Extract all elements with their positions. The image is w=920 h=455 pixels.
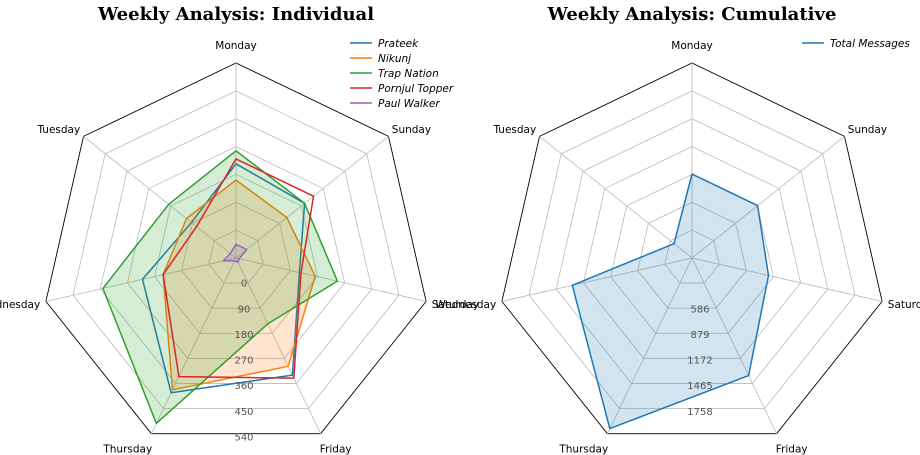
radar-spoke	[235, 257, 427, 302]
series-pornjul-topper	[162, 158, 315, 379]
category-label-friday: Friday	[776, 444, 808, 455]
category-labels: Monday Sunday Saturday Friday Thursday Wednes…	[435, 40, 920, 455]
category-label-saturday: Saturday	[432, 299, 479, 311]
radar-spoke	[45, 257, 237, 302]
category-label-friday: Friday	[320, 444, 352, 455]
category-label-sunday: Sunday	[848, 124, 887, 136]
tick-label: 879	[690, 330, 709, 341]
legend-label: Trap Nation	[378, 68, 439, 80]
series-layer	[102, 150, 339, 425]
radar-spoke	[235, 257, 322, 434]
radar-spokes	[501, 63, 883, 434]
tick-label: 540	[234, 432, 253, 443]
radar-grid-ring	[637, 201, 747, 309]
series-layer	[571, 173, 770, 430]
category-label-tuesday: Tuesday	[36, 124, 80, 136]
category-label-saturday: Saturday	[888, 299, 920, 311]
radar-spoke	[235, 136, 389, 259]
radar-chart-individual: Weekly Analysis: Individual 0 90 180 270 360…	[0, 4, 479, 455]
category-label-wednesday: Wednesday	[0, 299, 40, 311]
legend-label: Prateek	[378, 38, 419, 50]
series-paul-walker	[222, 243, 248, 264]
chart-title: Weekly Analysis: Cumulative	[547, 4, 837, 25]
radar-spoke	[606, 257, 693, 434]
category-labels: Monday Sunday Saturday Friday Thursday Wednes…	[0, 40, 479, 455]
tick-label: 1465	[687, 381, 712, 392]
category-label-tuesday: Tuesday	[492, 124, 536, 136]
legend-label: Nikunj	[378, 53, 411, 65]
tick-label: 270	[234, 356, 253, 367]
category-label-monday: Monday	[671, 40, 712, 52]
radar-grid-ring	[181, 201, 291, 309]
series-nikunj	[162, 179, 316, 391]
legend-label: Total Messages	[830, 38, 910, 50]
series-total-messages	[571, 173, 770, 430]
radar-grid-ring	[208, 229, 264, 284]
radial-tick-labels: 586 879 1172 1465 1758	[687, 304, 712, 418]
series-trap-nation	[102, 150, 339, 425]
tick-label: 1172	[687, 356, 712, 367]
radar-grid-ring	[72, 90, 400, 410]
category-label-thursday: Thursday	[102, 444, 152, 455]
radial-tick-labels: 0 90 180 270 360 450 540	[234, 279, 253, 444]
radar-grid-ring	[582, 146, 802, 359]
radar-spokes	[45, 63, 427, 434]
radar-spoke	[83, 136, 237, 259]
category-label-wednesday: Wednesday	[435, 299, 496, 311]
radar-spoke	[150, 257, 237, 434]
tick-label: 90	[238, 304, 251, 315]
radar-spoke	[691, 257, 778, 434]
radar-spoke	[691, 136, 845, 259]
radar-chart-cumulative: Weekly Analysis: Cumulative 586 879 1172 14…	[435, 4, 920, 455]
radar-spoke	[539, 136, 693, 259]
radar-outer-frame	[501, 62, 883, 435]
legend-label: Pornjul Topper	[378, 83, 454, 95]
legend-label: Paul Walker	[378, 98, 440, 110]
radar-grid-ring	[664, 229, 720, 284]
radar-spoke	[501, 257, 693, 302]
category-label-thursday: Thursday	[558, 444, 608, 455]
chart-title: Weekly Analysis: Individual	[97, 4, 374, 25]
radar-grid-ring	[126, 146, 346, 359]
series-prateek	[141, 163, 306, 394]
tick-label: 180	[234, 330, 253, 341]
category-label-sunday: Sunday	[392, 124, 431, 136]
legend: Prateek Nikunj Trap Nation Pornjul Topper Pa…	[350, 38, 454, 110]
tick-label: 586	[690, 304, 709, 315]
radar-grid-ring	[528, 90, 856, 410]
tick-label: 1758	[687, 407, 712, 418]
radar-outer-frame	[45, 62, 427, 435]
tick-label: 450	[234, 407, 253, 418]
legend: Total Messages	[802, 38, 910, 50]
radar-grid-ring	[555, 118, 829, 384]
category-label-monday: Monday	[215, 40, 256, 52]
radar-spoke	[691, 257, 883, 302]
tick-label: 0	[241, 279, 247, 290]
tick-label: 360	[234, 381, 253, 392]
